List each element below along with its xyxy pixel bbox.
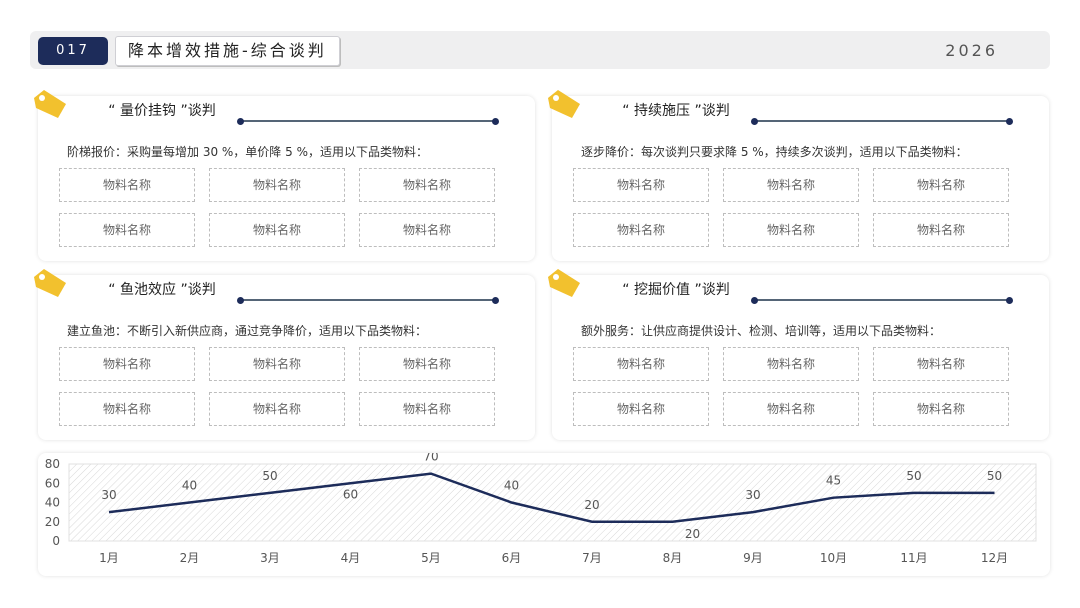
material-cell: 物料名称 <box>359 347 495 381</box>
card-description: 阶梯报价：采购量每增加 30 %，单价降 5 %，适用以下品类物料： <box>67 145 428 159</box>
x-tick-label: 6月 <box>502 551 522 565</box>
line-chart: 0 20 40 60 80 1月 2月 3月 4月 5月 6月 7月 8月 9月 10月 11月 12月 30… <box>45 453 1037 565</box>
materials-grid: 物料名称 物料名称 物料名称 物料名称 物料名称 物料名称 <box>59 168 497 248</box>
material-cell: 物料名称 <box>873 392 1009 426</box>
card-title: “ 鱼池效应 ”谈判 <box>108 282 216 298</box>
price-tag-icon <box>548 90 580 118</box>
card-value-mining: “ 挖掘价值 ”谈判 额外服务：让供应商提供设计、检测、培训等，适用以下品类物料… <box>548 269 1049 440</box>
x-tick-label: 12月 <box>981 551 1008 565</box>
x-tick-label: 2月 <box>180 551 200 565</box>
y-tick-label: 80 <box>45 457 60 471</box>
material-cell: 物料名称 <box>873 168 1009 202</box>
material-cell: 物料名称 <box>59 392 195 426</box>
material-cell: 物料名称 <box>723 392 859 426</box>
x-tick-label: 7月 <box>582 551 602 565</box>
data-label: 50 <box>987 469 1002 483</box>
material-cell: 物料名称 <box>59 347 195 381</box>
divider-line <box>751 117 1013 125</box>
data-label: 70 <box>423 453 438 464</box>
material-cell: 物料名称 <box>359 168 495 202</box>
y-tick-label: 0 <box>52 534 60 548</box>
line-chart-panel: 0 20 40 60 80 1月 2月 3月 4月 5月 6月 7月 8月 9月 10月 11月 12月 30… <box>38 453 1050 576</box>
material-cell: 物料名称 <box>723 168 859 202</box>
year-label: 2026 <box>945 41 998 60</box>
x-tick-label: 3月 <box>260 551 280 565</box>
data-label: 60 <box>343 487 358 501</box>
card-title: “ 量价挂钩 ”谈判 <box>108 103 216 119</box>
material-cell: 物料名称 <box>209 168 345 202</box>
divider-line <box>237 296 499 304</box>
y-tick-label: 20 <box>45 515 60 529</box>
material-cell: 物料名称 <box>209 347 345 381</box>
x-tick-label: 5月 <box>421 551 441 565</box>
data-label: 30 <box>101 488 116 502</box>
x-tick-label: 8月 <box>663 551 683 565</box>
card-volume-price: “ 量价挂钩 ”谈判 阶梯报价：采购量每增加 30 %，单价降 5 %，适用以下… <box>34 90 535 261</box>
data-label: 20 <box>685 527 700 541</box>
x-tick-label: 10月 <box>820 551 847 565</box>
material-cell: 物料名称 <box>723 213 859 247</box>
card-title: “ 持续施压 ”谈判 <box>622 103 730 119</box>
card-description: 额外服务：让供应商提供设计、检测、培训等，适用以下品类物料： <box>581 324 942 338</box>
price-tag-icon <box>34 90 66 118</box>
material-cell: 物料名称 <box>873 213 1009 247</box>
y-tick-label: 60 <box>45 476 60 490</box>
material-cell: 物料名称 <box>359 392 495 426</box>
y-tick-label: 40 <box>45 496 60 510</box>
material-cell: 物料名称 <box>359 213 495 247</box>
data-label: 40 <box>504 479 519 493</box>
card-continuous-pressure: “ 持续施压 ”谈判 逐步降价：每次谈判只要求降 5 %，持续多次谈判，适用以下… <box>548 90 1049 261</box>
price-tag-icon <box>34 269 66 297</box>
material-cell: 物料名称 <box>873 347 1009 381</box>
data-label: 50 <box>906 469 921 483</box>
plot-area <box>68 463 1037 542</box>
x-tick-label: 1月 <box>99 551 119 565</box>
card-description: 逐步降价：每次谈判只要求降 5 %，持续多次谈判，适用以下品类物料： <box>581 145 968 159</box>
page-title: 降本增效措施-综合谈判 <box>115 36 340 66</box>
data-label: 45 <box>826 474 841 488</box>
data-label: 50 <box>262 469 277 483</box>
x-tick-label: 4月 <box>341 551 361 565</box>
material-cell: 物料名称 <box>573 213 709 247</box>
data-label: 40 <box>182 479 197 493</box>
data-label: 20 <box>584 498 599 512</box>
material-cell: 物料名称 <box>573 347 709 381</box>
x-tick-label: 11月 <box>900 551 927 565</box>
divider-line <box>237 117 499 125</box>
page-number-badge: 017 <box>38 37 108 65</box>
series-line <box>108 472 995 523</box>
material-cell: 物料名称 <box>573 168 709 202</box>
material-cell: 物料名称 <box>723 347 859 381</box>
materials-grid: 物料名称 物料名称 物料名称 物料名称 物料名称 物料名称 <box>573 168 1011 248</box>
card-title: “ 挖掘价值 ”谈判 <box>622 282 730 298</box>
card-description: 建立鱼池：不断引入新供应商，通过竞争降价，适用以下品类物料： <box>67 324 428 338</box>
x-tick-label: 9月 <box>743 551 763 565</box>
card-fish-pond: “ 鱼池效应 ”谈判 建立鱼池：不断引入新供应商，通过竞争降价，适用以下品类物料… <box>34 269 535 440</box>
divider-line <box>751 296 1013 304</box>
material-cell: 物料名称 <box>209 213 345 247</box>
material-cell: 物料名称 <box>573 392 709 426</box>
material-cell: 物料名称 <box>59 168 195 202</box>
materials-grid: 物料名称 物料名称 物料名称 物料名称 物料名称 物料名称 <box>573 347 1011 427</box>
material-cell: 物料名称 <box>59 213 195 247</box>
data-label: 30 <box>745 488 760 502</box>
price-tag-icon <box>548 269 580 297</box>
materials-grid: 物料名称 物料名称 物料名称 物料名称 物料名称 物料名称 <box>59 347 497 427</box>
material-cell: 物料名称 <box>209 392 345 426</box>
